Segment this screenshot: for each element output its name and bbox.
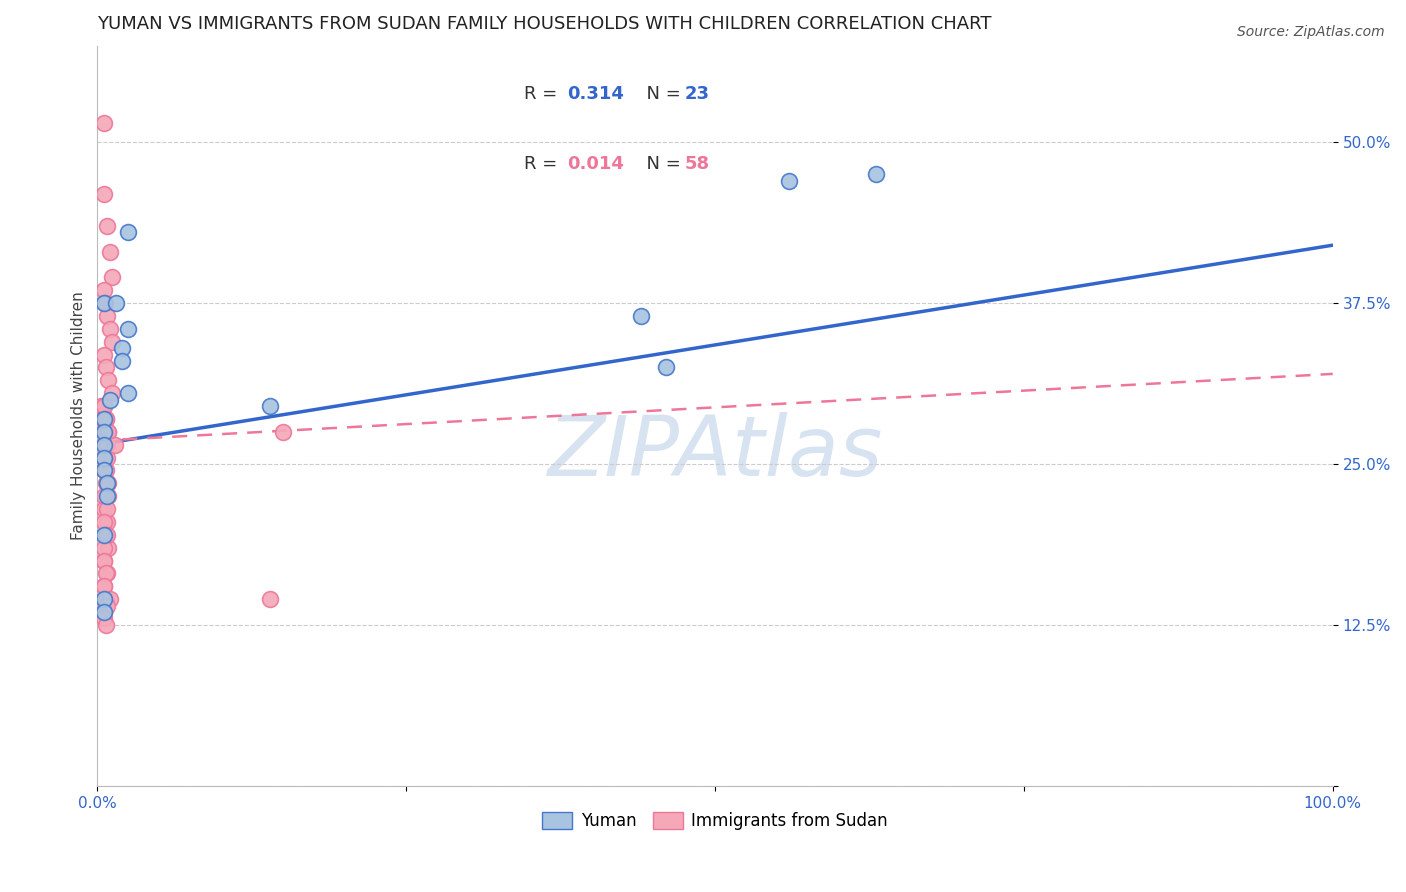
Point [117, 322, 139, 336]
Point [94, 566, 117, 581]
Point [93, 450, 115, 465]
Point [93, 450, 115, 465]
Point [96, 489, 118, 503]
Point [94, 412, 117, 426]
Point [93, 541, 115, 555]
Point [93, 412, 115, 426]
Point [94, 412, 117, 426]
Point [93, 605, 115, 619]
Point [93, 296, 115, 310]
Point [93, 605, 115, 619]
Text: 58: 58 [685, 155, 709, 173]
Point [96, 528, 118, 542]
Point [96, 438, 118, 452]
Point [93, 515, 115, 529]
Point [96, 502, 118, 516]
Point [101, 270, 124, 285]
Point [98, 322, 121, 336]
Point [97, 476, 120, 491]
Text: 0.314: 0.314 [567, 85, 624, 103]
Point [778, 174, 800, 188]
Point [101, 386, 124, 401]
Point [93, 425, 115, 439]
Point [93, 553, 115, 567]
Point [93, 463, 115, 477]
Point [94, 476, 117, 491]
Legend: Yuman, Immigrants from Sudan: Yuman, Immigrants from Sudan [536, 805, 894, 837]
Point [96, 219, 118, 233]
Point [93, 579, 115, 593]
Point [96, 599, 118, 613]
Point [259, 399, 281, 413]
Point [97, 373, 120, 387]
Point [94, 592, 117, 607]
Point [97, 425, 120, 439]
Text: 23: 23 [685, 85, 709, 103]
Point [94, 528, 117, 542]
Point [93, 489, 115, 503]
Point [97, 425, 120, 439]
Point [96, 566, 118, 581]
Point [111, 354, 134, 368]
Point [98, 592, 121, 607]
Point [117, 386, 139, 401]
Point [96, 450, 118, 465]
Y-axis label: Family Households with Children: Family Households with Children [72, 292, 86, 540]
Point [98, 392, 121, 407]
Text: Source: ZipAtlas.com: Source: ZipAtlas.com [1237, 25, 1385, 39]
Point [101, 334, 124, 349]
Text: R =: R = [523, 85, 562, 103]
Point [90, 399, 112, 413]
Point [94, 425, 117, 439]
Text: N =: N = [634, 85, 686, 103]
Point [98, 244, 121, 259]
Point [865, 167, 887, 181]
Point [117, 225, 139, 239]
Point [93, 116, 115, 130]
Point [93, 502, 115, 516]
Point [96, 515, 118, 529]
Point [96, 476, 118, 491]
Text: 0.014: 0.014 [567, 155, 624, 173]
Point [91, 412, 114, 426]
Point [111, 341, 134, 355]
Point [93, 283, 115, 297]
Point [93, 450, 115, 465]
Point [104, 438, 127, 452]
Point [97, 541, 120, 555]
Point [630, 309, 652, 323]
Point [93, 186, 115, 201]
Point [97, 489, 120, 503]
Text: N =: N = [634, 155, 686, 173]
Point [93, 528, 115, 542]
Point [94, 296, 117, 310]
Point [94, 618, 117, 632]
Point [259, 592, 281, 607]
Point [93, 553, 115, 567]
Point [94, 463, 117, 477]
Point [93, 463, 115, 477]
Point [104, 296, 127, 310]
Point [94, 438, 117, 452]
Text: R =: R = [523, 155, 562, 173]
Point [93, 611, 115, 625]
Point [93, 438, 115, 452]
Point [93, 399, 115, 413]
Point [93, 592, 115, 607]
Point [94, 360, 117, 375]
Point [93, 348, 115, 362]
Point [96, 309, 118, 323]
Point [654, 360, 676, 375]
Point [93, 579, 115, 593]
Point [93, 399, 115, 413]
Point [271, 425, 294, 439]
Point [93, 605, 115, 619]
Text: YUMAN VS IMMIGRANTS FROM SUDAN FAMILY HOUSEHOLDS WITH CHILDREN CORRELATION CHART: YUMAN VS IMMIGRANTS FROM SUDAN FAMILY HO… [97, 15, 991, 33]
Text: ZIPAtlas: ZIPAtlas [547, 412, 883, 493]
